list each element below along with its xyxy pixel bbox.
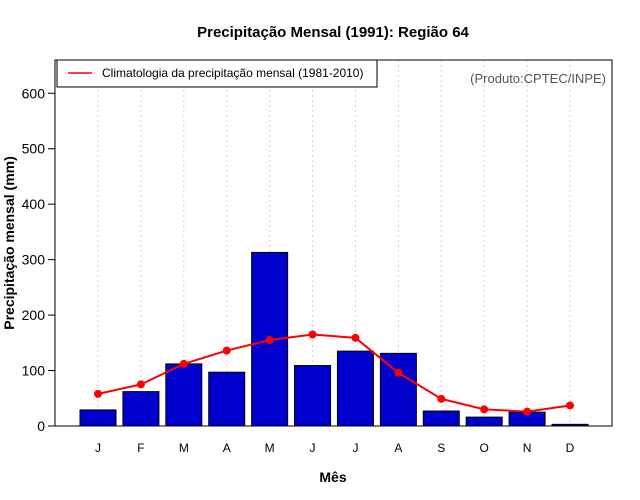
climatology-point [136, 380, 145, 389]
bar [379, 352, 417, 427]
climatology-point [351, 333, 360, 342]
bar [422, 410, 460, 427]
climatology-point [480, 405, 489, 414]
bar [122, 391, 160, 427]
x-tick-label: J [352, 441, 358, 455]
climatology-point [566, 401, 574, 410]
x-tick-label: A [394, 441, 402, 455]
climatology-point [94, 389, 102, 398]
x-tick-label: N [523, 441, 532, 455]
x-tick-label: S [437, 441, 445, 455]
bar-series [79, 251, 589, 427]
climatology-point [394, 368, 403, 377]
climatology-point [308, 330, 317, 339]
legend-label: Climatologia da precipitação mensal (198… [102, 66, 363, 80]
x-tick-label: M [265, 441, 275, 455]
bar [208, 371, 246, 427]
legend: Climatologia da precipitação mensal (198… [56, 59, 378, 88]
climatology-point [222, 346, 231, 355]
x-tick-label: O [480, 441, 489, 455]
climatology-point [523, 407, 532, 416]
climatology-series [94, 330, 574, 416]
x-tick-label: J [310, 441, 316, 455]
y-tick-label: 200 [22, 307, 46, 323]
y-tick-label: 300 [22, 252, 46, 268]
x-tick-label: F [137, 441, 144, 455]
climatology-line [97, 333, 571, 413]
y-axis: 0 100 200 300 400 500 600 [22, 85, 55, 434]
climatology-point [265, 336, 274, 345]
y-tick-label: 0 [37, 418, 45, 434]
climatology-point [437, 394, 446, 403]
y-tick-label: 600 [22, 85, 46, 101]
y-axis-label: Precipitação mensal (mm) [1, 156, 17, 330]
climatology-point [179, 359, 188, 368]
credit-annotation: (Produto:CPTEC/INPE) [470, 71, 606, 86]
legend-box [56, 59, 378, 88]
bar [79, 409, 117, 427]
bar [294, 365, 332, 427]
y-tick-label: 500 [22, 141, 46, 157]
y-tick-label: 100 [22, 363, 46, 379]
y-tick-label: 400 [22, 196, 46, 212]
chart-title: Precipitação Mensal (1991): Região 64 [197, 24, 469, 41]
x-tick-label: M [179, 441, 189, 455]
plot-border [54, 59, 613, 427]
bar [165, 363, 203, 427]
x-tick-label: D [566, 441, 575, 455]
x-tick-label: A [223, 441, 231, 455]
x-axis-label: Mês [319, 469, 346, 485]
bar [336, 350, 374, 427]
x-tick-label: J [95, 441, 101, 455]
bar [465, 416, 503, 427]
